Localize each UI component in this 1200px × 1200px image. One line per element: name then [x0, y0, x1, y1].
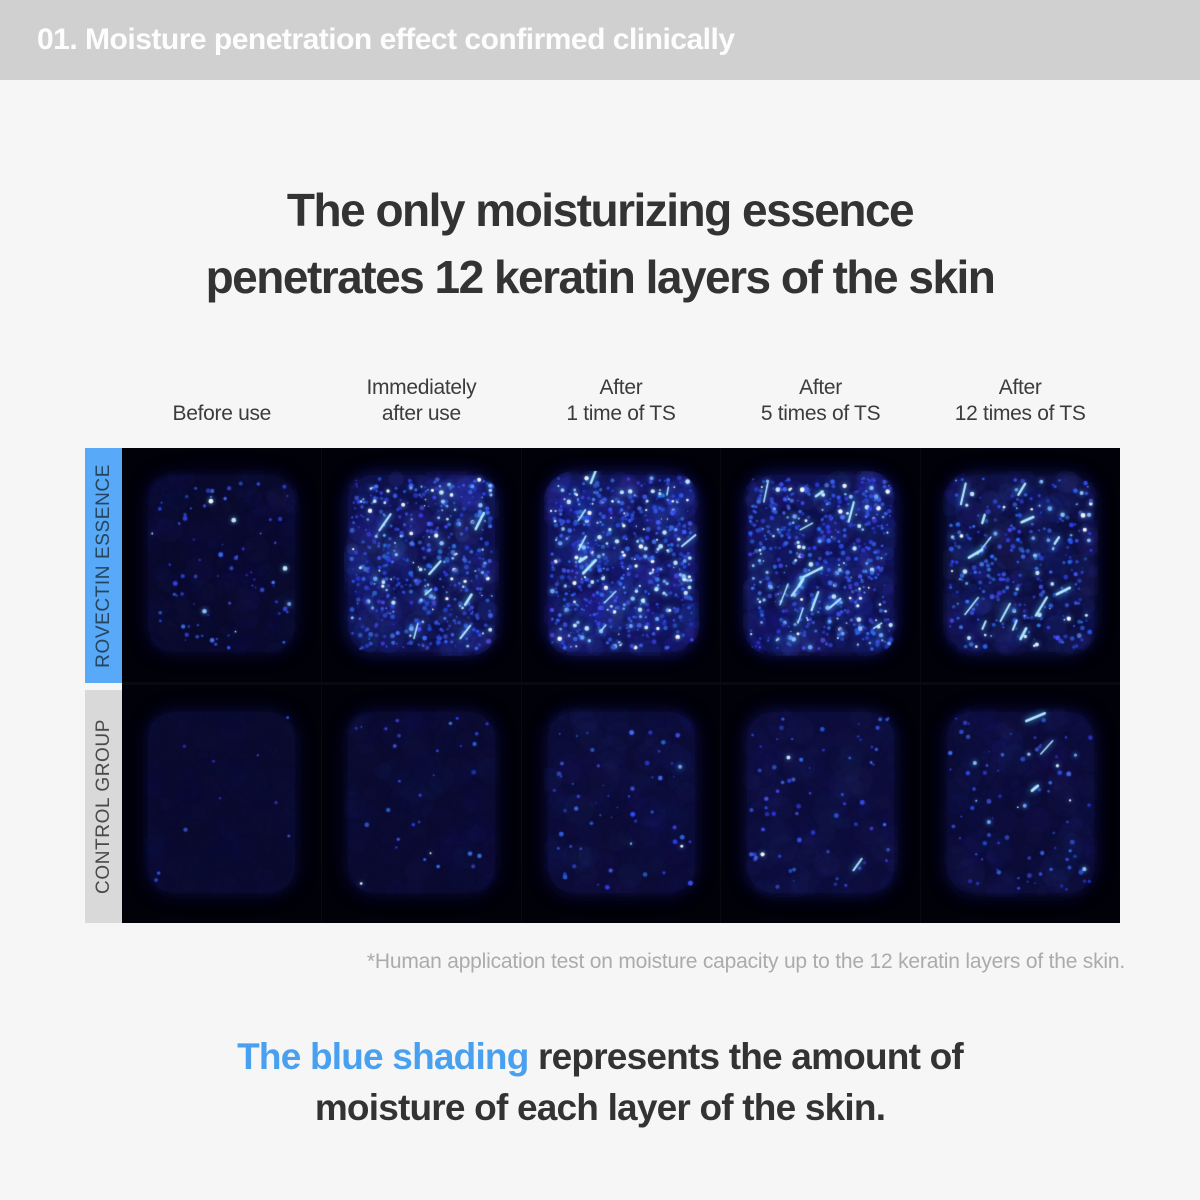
closing-statement-line-1: The blue shading represents the amount o…	[237, 1036, 964, 1077]
column-header-immediately-after-use: Immediately after use	[366, 376, 477, 425]
column-header-before-use: Before use	[172, 402, 272, 425]
row-label-control-group: CONTROL GROUP	[85, 690, 122, 923]
closing-statement-line-1-rest: represents the amount of	[528, 1036, 964, 1077]
micrograph-control-immediately-after	[321, 685, 521, 923]
footnote: *Human application test on moisture capa…	[366, 950, 1125, 973]
row-labels: ROVECTIN ESSENCE CONTROL GROUP	[85, 448, 122, 923]
micrograph-rovectin-after-12-ts	[921, 448, 1120, 682]
micrograph-rovectin-immediately-after	[321, 448, 521, 682]
column-headers: Before use Immediately after use After 1…	[122, 375, 1120, 427]
micrograph-grid	[122, 448, 1120, 923]
micrograph-canvas	[721, 685, 921, 923]
column-header-after-12-times-ts: After 12 times of TS	[954, 376, 1086, 425]
micrograph-canvas	[921, 685, 1120, 923]
column-header-after-5-times-ts: After 5 times of TS	[760, 376, 881, 425]
column-header-after-1-time-ts: After 1 time of TS	[566, 376, 676, 425]
row-label-gap	[85, 683, 122, 690]
micrograph-control-after-5-ts	[721, 685, 921, 923]
row-label-rovectin-essence: ROVECTIN ESSENCE	[85, 448, 122, 683]
page-title: The only moisturizing essence penetrates…	[0, 177, 1200, 311]
section-header-bar: 01. Moisture penetration effect confirme…	[0, 0, 1200, 80]
micrograph-grid-wrap: ROVECTIN ESSENCE CONTROL GROUP	[85, 448, 1120, 923]
micrograph-canvas	[122, 685, 321, 923]
section-header-title: 01. Moisture penetration effect confirme…	[37, 23, 735, 56]
micrograph-rovectin-after-1-ts	[521, 448, 721, 682]
micrograph-canvas	[921, 448, 1120, 682]
page-title-line-1: The only moisturizing essence	[286, 184, 915, 236]
micrograph-canvas	[721, 448, 921, 682]
micrograph-control-before-use	[122, 685, 321, 923]
micrograph-canvas	[321, 448, 521, 682]
blue-shading-highlight: The blue shading	[237, 1036, 529, 1077]
micrograph-control-after-1-ts	[521, 685, 721, 923]
closing-statement-line-2: moisture of each layer of the skin.	[314, 1087, 886, 1128]
micrograph-canvas	[521, 685, 721, 923]
closing-statement: The blue shading represents the amount o…	[0, 1031, 1200, 1133]
micrograph-rovectin-after-5-ts	[721, 448, 921, 682]
micrograph-canvas	[122, 448, 321, 682]
micrograph-canvas	[321, 685, 521, 923]
micrograph-canvas	[521, 448, 721, 682]
micrograph-rovectin-before-use	[122, 448, 321, 682]
page-title-line-2: penetrates 12 keratin layers of the skin	[205, 251, 996, 303]
micrograph-control-after-12-ts	[921, 685, 1120, 923]
clinical-comparison-figure: Before use Immediately after use After 1…	[0, 375, 1200, 974]
